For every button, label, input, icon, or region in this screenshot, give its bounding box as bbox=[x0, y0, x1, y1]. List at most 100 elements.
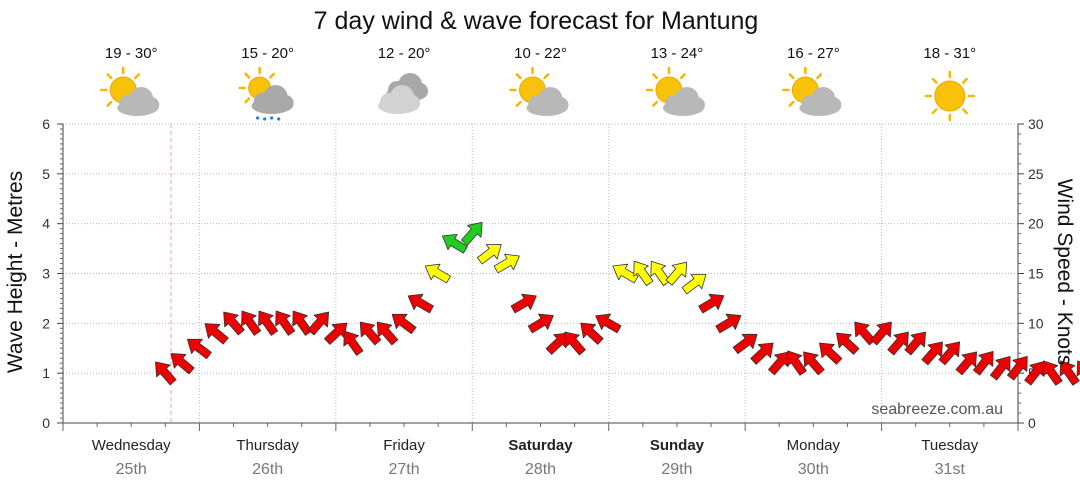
wind-arrow bbox=[424, 263, 451, 284]
day-name-label: Monday bbox=[787, 437, 841, 454]
wind-arrow bbox=[391, 313, 417, 335]
wind-arrow bbox=[476, 244, 502, 265]
showers-icon bbox=[238, 66, 294, 121]
day-temp-range: 13 - 24° bbox=[651, 45, 704, 62]
y-tick-label: 2 bbox=[42, 315, 50, 331]
wind-arrow bbox=[545, 332, 569, 355]
wind-arrow bbox=[1059, 360, 1080, 386]
wind-arrow bbox=[510, 293, 537, 314]
day-temp-range: 12 - 20° bbox=[378, 45, 431, 62]
day-date-label: 25th bbox=[116, 461, 147, 478]
wind-arrow bbox=[527, 313, 554, 334]
watermark: seabreeze.com.au bbox=[871, 401, 1003, 418]
wind-arrow bbox=[1042, 360, 1063, 386]
wind-arrow bbox=[170, 353, 195, 375]
y-tick-label: 5 bbox=[42, 166, 50, 182]
partly-cloudy-icon bbox=[782, 66, 842, 116]
y2-tick-label: 20 bbox=[1028, 216, 1044, 232]
wind-arrow bbox=[732, 333, 758, 355]
wind-arrow bbox=[258, 310, 279, 336]
sunny-icon bbox=[924, 70, 976, 122]
wind-arrow bbox=[155, 361, 177, 386]
day-name-label: Saturday bbox=[508, 437, 573, 454]
wind-arrow bbox=[564, 331, 586, 356]
day-date-label: 29th bbox=[661, 461, 692, 478]
wind-arrow bbox=[292, 310, 313, 336]
wind-arrow bbox=[955, 351, 978, 376]
wind-arrow bbox=[650, 260, 671, 287]
day-temp-range: 10 - 22° bbox=[514, 45, 567, 62]
wind-arrow bbox=[1007, 355, 1028, 381]
y2-tick-label: 25 bbox=[1028, 166, 1044, 182]
wind-arrow bbox=[493, 253, 520, 274]
wind-arrow bbox=[612, 263, 639, 284]
wind-arrow bbox=[698, 293, 725, 314]
day-date-label: 26th bbox=[252, 461, 283, 478]
wind-arrow bbox=[407, 293, 434, 314]
day-temp-range: 19 - 30° bbox=[105, 45, 158, 62]
wind-arrow bbox=[938, 341, 961, 366]
y2-axis-label: Wind Speed - Knots bbox=[1053, 179, 1076, 366]
day-date-label: 27th bbox=[389, 461, 420, 478]
day-temp-range: 16 - 27° bbox=[787, 45, 840, 62]
day-temp-range: 18 - 31° bbox=[923, 45, 976, 62]
y-axis-label: Wave Height - Metres bbox=[4, 171, 27, 373]
wind-arrow bbox=[223, 311, 245, 336]
day-date-label: 30th bbox=[798, 461, 829, 478]
partly-cloudy-icon bbox=[645, 66, 705, 116]
wind-arrow bbox=[786, 350, 807, 376]
wind-arrow bbox=[750, 342, 774, 365]
wind-arrow bbox=[323, 322, 348, 345]
wind-arrow bbox=[921, 341, 943, 366]
wind-arrow bbox=[461, 221, 483, 246]
y-tick-label: 4 bbox=[42, 216, 50, 232]
wind-arrow bbox=[768, 351, 790, 376]
wind-arrow bbox=[854, 321, 876, 346]
y-tick-label: 6 bbox=[42, 116, 50, 132]
y2-tick-label: 15 bbox=[1028, 266, 1044, 282]
axes: 0123456051015202530Wednesday25thThursday… bbox=[42, 116, 1044, 478]
wind-arrow bbox=[904, 331, 926, 356]
cloudy-icon bbox=[378, 73, 429, 114]
day-name-label: Thursday bbox=[236, 437, 299, 454]
y-tick-label: 3 bbox=[42, 266, 50, 282]
wind-arrow bbox=[665, 261, 688, 286]
day-date-label: 28th bbox=[525, 461, 556, 478]
partly-cloudy-icon bbox=[99, 66, 160, 116]
weather-icons: 19 - 30° 15 - 20° 12 - 20° 10 - 22° 13 - 24°… bbox=[99, 45, 976, 122]
wind-arrow bbox=[836, 332, 860, 355]
day-temp-range: 15 - 20° bbox=[241, 45, 294, 62]
wind-arrow bbox=[580, 322, 604, 345]
day-date-label: 31st bbox=[935, 461, 966, 478]
wind-arrows bbox=[155, 221, 1080, 386]
wind-arrow bbox=[441, 233, 468, 254]
wind-arrow bbox=[870, 321, 892, 346]
day-name-label: Tuesday bbox=[921, 437, 978, 454]
day-name-label: Wednesday bbox=[92, 437, 171, 454]
y2-tick-label: 10 bbox=[1028, 315, 1044, 331]
y-tick-label: 0 bbox=[42, 415, 50, 431]
wind-arrow bbox=[595, 313, 622, 334]
grid bbox=[63, 123, 1018, 423]
wind-arrow bbox=[343, 330, 364, 356]
wind-arrow bbox=[972, 350, 994, 376]
wind-arrow bbox=[1076, 360, 1080, 386]
wind-arrow bbox=[307, 311, 330, 336]
y-tick-label: 1 bbox=[42, 365, 50, 381]
wind-arrow bbox=[633, 260, 654, 287]
wind-arrow bbox=[819, 342, 843, 365]
y2-tick-label: 30 bbox=[1028, 116, 1044, 132]
wind-arrow bbox=[803, 351, 825, 376]
wind-arrow bbox=[681, 274, 707, 295]
y2-tick-label: 0 bbox=[1028, 415, 1036, 431]
wind-arrow bbox=[241, 310, 262, 336]
wind-arrow bbox=[376, 321, 399, 346]
wind-arrow bbox=[887, 331, 909, 356]
day-name-label: Sunday bbox=[650, 437, 705, 454]
wind-arrow bbox=[187, 338, 212, 360]
wind-arrow bbox=[359, 321, 382, 346]
wind-arrow bbox=[275, 310, 296, 336]
chart-title: 7 day wind & wave forecast for Mantung bbox=[314, 7, 759, 35]
